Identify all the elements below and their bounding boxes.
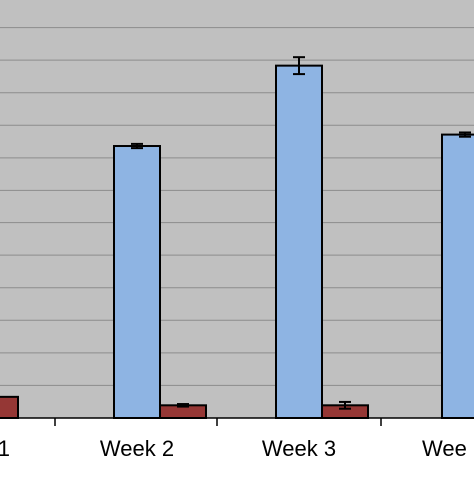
x-tick-label: 1 xyxy=(0,436,10,461)
bar xyxy=(0,395,19,420)
x-tick-label: Wee xyxy=(422,436,467,461)
plot-area xyxy=(0,0,474,418)
x-tick-label: Week 3 xyxy=(262,436,336,461)
bar xyxy=(113,145,161,420)
bar xyxy=(275,64,323,420)
bar xyxy=(441,133,474,419)
x-tick-label: Week 2 xyxy=(100,436,174,461)
